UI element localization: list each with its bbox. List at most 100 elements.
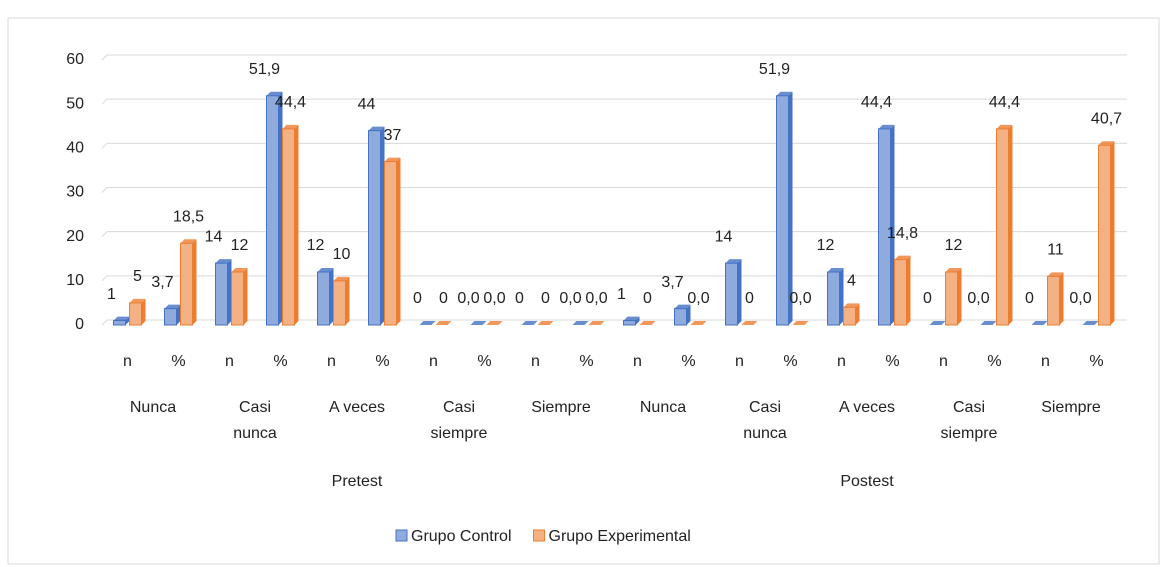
- bar-front: [894, 259, 907, 326]
- bar-front: [231, 271, 244, 326]
- bar-front: [113, 320, 126, 326]
- data-label: 1: [107, 286, 116, 303]
- bar-side: [957, 268, 962, 325]
- data-label: 44,4: [275, 94, 306, 111]
- bar-top: [1098, 141, 1115, 146]
- x-tick-label: n: [327, 353, 336, 370]
- bar-front: [282, 128, 295, 326]
- bar-side: [329, 268, 334, 325]
- bar-top: [623, 316, 640, 321]
- category-group-label: Casi nunca: [233, 399, 277, 442]
- bar-top: [435, 321, 452, 325]
- x-tick-label: %: [885, 353, 899, 370]
- bar: [521, 321, 538, 325]
- x-tick-label: %: [987, 353, 1001, 370]
- bar: [827, 268, 844, 326]
- bar: [1098, 141, 1115, 326]
- bar-top: [674, 304, 691, 309]
- bar: [1082, 321, 1099, 325]
- bar: [435, 321, 452, 325]
- x-tick-label: %: [171, 353, 185, 370]
- legend-label: Grupo Experimental: [549, 528, 691, 545]
- chart-frame: [7, 17, 1160, 565]
- bar-top: [792, 321, 809, 325]
- bar: [690, 321, 707, 325]
- x-tick-label: n: [1041, 353, 1050, 370]
- bar-front: [129, 302, 142, 326]
- data-label: 1: [617, 286, 626, 303]
- bar: [180, 239, 197, 326]
- bar: [537, 321, 554, 325]
- data-label: 0,0: [559, 290, 581, 307]
- grid-line: [101, 54, 1127, 61]
- bar-side: [243, 268, 248, 325]
- data-label: 12: [817, 237, 835, 254]
- data-label: 14: [715, 228, 733, 245]
- data-label: 37: [384, 127, 402, 144]
- bar-top: [282, 124, 299, 129]
- bar-front: [776, 95, 789, 326]
- category-group-label: Nunca: [129, 399, 177, 416]
- data-label: 3,7: [661, 274, 683, 291]
- bar-side: [855, 303, 860, 325]
- bar-top: [725, 259, 742, 264]
- y-tick-label: 10: [66, 272, 84, 289]
- x-tick-label: n: [837, 353, 846, 370]
- bar-top: [843, 303, 860, 308]
- y-tick-label: 60: [66, 51, 84, 68]
- bar-top: [215, 259, 232, 264]
- bar-top: [996, 124, 1013, 129]
- data-label: 14: [205, 228, 223, 245]
- x-tick-label: n: [735, 353, 744, 370]
- bar: [1031, 321, 1048, 325]
- data-label: 4: [847, 273, 856, 290]
- bar: [674, 304, 691, 326]
- y-tick-label: 50: [66, 95, 84, 112]
- bar: [129, 298, 146, 326]
- data-label: 0: [745, 290, 754, 307]
- bar: [929, 321, 946, 325]
- top-group-label: Pretest: [332, 473, 383, 490]
- x-tick-label: n: [225, 353, 234, 370]
- data-label: 18,5: [173, 209, 204, 226]
- data-label: 0,0: [789, 290, 811, 307]
- data-label: 0: [515, 290, 524, 307]
- bar: [231, 268, 248, 326]
- category-group-label: Casi siempre: [940, 399, 998, 442]
- bar-top: [164, 304, 181, 309]
- x-tick-label: %: [375, 353, 389, 370]
- bar-side: [141, 298, 146, 325]
- bar: [113, 316, 130, 326]
- bar-top: [368, 126, 385, 131]
- data-label: 0: [643, 290, 652, 307]
- bar: [368, 126, 385, 326]
- data-label: 0,0: [1069, 290, 1091, 307]
- grid-line: [101, 319, 1127, 326]
- data-label: 11: [1047, 242, 1064, 259]
- category-group-label: A veces: [838, 399, 896, 416]
- bar-side: [227, 259, 232, 325]
- bar-front: [996, 128, 1009, 326]
- x-tick-label: %: [1089, 353, 1103, 370]
- bar: [317, 268, 334, 326]
- data-label: 5: [133, 268, 142, 285]
- x-tick-label: %: [681, 353, 695, 370]
- y-tick-label: 20: [66, 228, 84, 245]
- x-tick-label: %: [477, 353, 491, 370]
- bar: [282, 124, 299, 326]
- bar-top: [827, 268, 844, 272]
- data-label: 44: [358, 96, 376, 113]
- bar-front: [215, 262, 228, 326]
- bar-front: [945, 271, 958, 326]
- bar: [725, 259, 742, 326]
- bar-top: [113, 316, 130, 321]
- bar-top: [266, 91, 283, 96]
- data-label: 0: [541, 290, 550, 307]
- bar-top: [1082, 321, 1099, 325]
- y-tick-label: 40: [66, 140, 84, 157]
- data-label: 0: [439, 290, 448, 307]
- bar-side: [294, 124, 299, 326]
- bar-top: [741, 321, 758, 325]
- bar-top: [588, 321, 605, 325]
- bar-top: [878, 124, 895, 129]
